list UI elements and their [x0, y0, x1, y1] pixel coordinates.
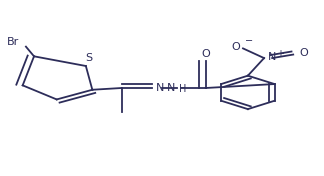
Text: N: N — [167, 83, 175, 93]
Text: N: N — [268, 52, 276, 62]
Text: N: N — [156, 83, 164, 93]
Text: +: + — [276, 49, 284, 59]
Text: O: O — [231, 42, 240, 52]
Text: Br: Br — [7, 37, 19, 47]
Text: O: O — [300, 48, 308, 58]
Text: O: O — [201, 49, 210, 59]
Text: −: − — [245, 36, 253, 46]
Text: S: S — [86, 53, 93, 63]
Text: H: H — [179, 84, 187, 94]
